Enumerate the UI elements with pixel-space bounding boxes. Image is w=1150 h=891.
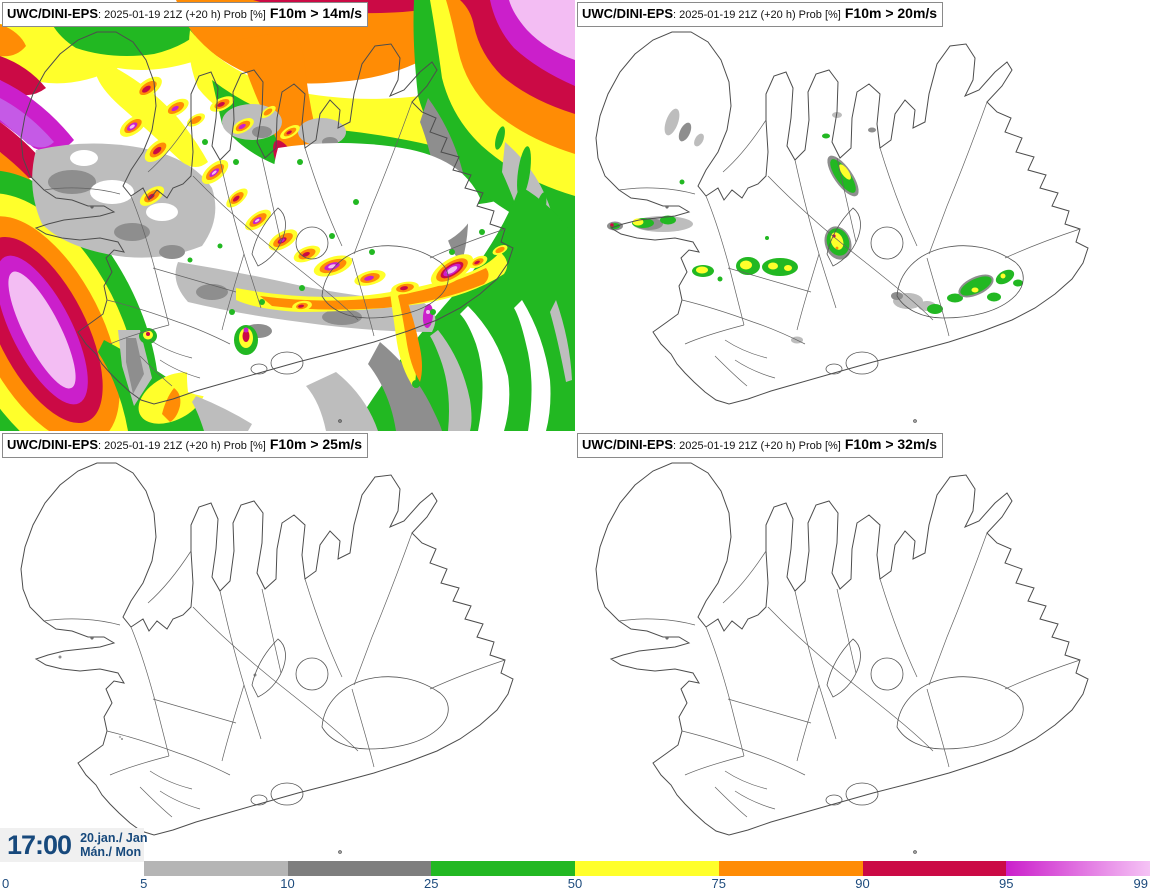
panel-prob-f10m-gt-14ms: UWC/DINI-EPS: 2025-01-19 21Z (+20 h) Pro…	[0, 0, 575, 431]
panel-title-25ms: UWC/DINI-EPS: 2025-01-19 21Z (+20 h) Pro…	[2, 433, 369, 458]
colorbar-segment-25-50	[431, 861, 575, 876]
colorbar-tick-95: 95	[999, 876, 1014, 891]
colorbar-tick-99: 99	[1133, 876, 1148, 891]
colorbar-tick-90: 90	[855, 876, 870, 891]
product-name: UWC/DINI-EPS	[582, 437, 673, 452]
threshold-label: F10m > 32m/s	[844, 436, 938, 452]
threshold-label: F10m > 14m/s	[269, 5, 363, 21]
colorbar-segment-5-10	[143, 861, 288, 876]
map-iceland-prob-20ms	[575, 0, 1150, 431]
valid-date-line2: Mán./ Mon	[80, 845, 142, 859]
colorbar-tick-5: 5	[140, 876, 148, 891]
map-iceland-prob-25ms	[0, 431, 575, 862]
colorbar-tick-25: 25	[424, 876, 439, 891]
valid-time-box: 17:00 20.jan./ Jan Mán./ Mon	[0, 828, 147, 862]
valid-time: 17:00	[7, 829, 72, 860]
run-meta: : 2025-01-19 21Z (+20 h) Prob [%]	[673, 440, 841, 452]
colorbar-tick-0: 0	[2, 876, 10, 891]
product-name: UWC/DINI-EPS	[582, 6, 673, 21]
colorbar-tick-50: 50	[567, 876, 583, 891]
panel-title-20ms: UWC/DINI-EPS: 2025-01-19 21Z (+20 h) Pro…	[577, 2, 944, 27]
panel-prob-f10m-gt-25ms: UWC/DINI-EPS: 2025-01-19 21Z (+20 h) Pro…	[0, 431, 575, 862]
colorbar-ticks: 0 5 10 25 50 75 90 95 99	[0, 876, 1150, 891]
product-name: UWC/DINI-EPS	[7, 6, 98, 21]
colorbar-tick-10: 10	[280, 876, 295, 891]
panel-prob-f10m-gt-20ms: UWC/DINI-EPS: 2025-01-19 21Z (+20 h) Pro…	[575, 0, 1150, 431]
run-meta: : 2025-01-19 21Z (+20 h) Prob [%]	[673, 9, 841, 21]
colorbar-segment-75-90	[718, 861, 863, 876]
panel-title-32ms: UWC/DINI-EPS: 2025-01-19 21Z (+20 h) Pro…	[577, 433, 944, 458]
map-iceland-prob-14ms	[0, 0, 575, 431]
probability-colorbar: 0 5 10 25 50 75 90 95 99	[0, 861, 1150, 891]
colorbar-tick-75: 75	[711, 876, 726, 891]
colorbar-segment-90-95	[862, 861, 1007, 876]
valid-date-line1: 20.jan./ Jan	[80, 831, 148, 845]
probability-field-14ms	[0, 0, 575, 431]
panel-prob-f10m-gt-32ms: UWC/DINI-EPS: 2025-01-19 21Z (+20 h) Pro…	[575, 431, 1150, 862]
colorbar-band	[0, 861, 1150, 876]
green-specks	[187, 139, 485, 315]
map-iceland-prob-32ms	[575, 431, 1150, 862]
colorbar-segment-10-25	[287, 861, 432, 876]
threshold-label: F10m > 25m/s	[269, 436, 363, 452]
colorbar-segment-95-99	[1006, 861, 1150, 876]
panel-title-14ms: UWC/DINI-EPS: 2025-01-19 21Z (+20 h) Pro…	[2, 2, 369, 27]
run-meta: : 2025-01-19 21Z (+20 h) Prob [%]	[98, 440, 266, 452]
threshold-label: F10m > 20m/s	[844, 5, 938, 21]
product-name: UWC/DINI-EPS	[7, 437, 98, 452]
colorbar-segment-50-75	[575, 861, 719, 876]
run-meta: : 2025-01-19 21Z (+20 h) Prob [%]	[98, 9, 266, 21]
valid-date: 20.jan./ Jan Mán./ Mon	[80, 831, 147, 859]
